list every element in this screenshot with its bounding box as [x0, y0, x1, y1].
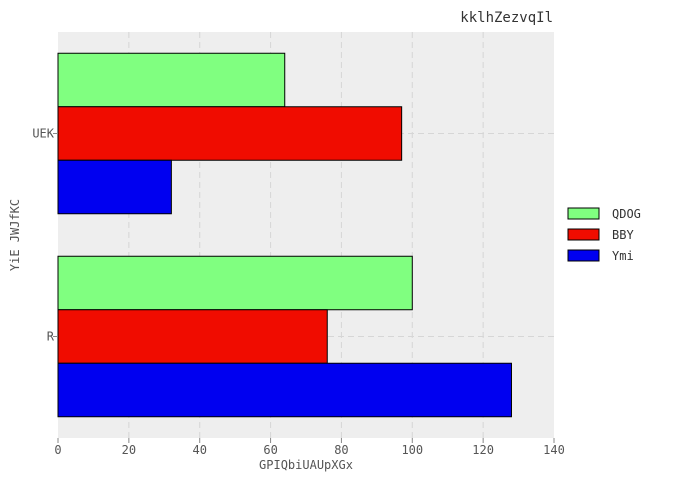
bar [57, 52, 286, 108]
y-axis-label: YiE JWJfKC [8, 199, 22, 271]
y-tick-label: UEK [32, 127, 54, 141]
x-tick-label: 80 [334, 443, 348, 457]
bar [57, 362, 512, 418]
x-tick-label: 0 [54, 443, 61, 457]
chart-title: kklhZezvqIl [460, 10, 553, 26]
bar [57, 159, 172, 215]
legend-swatch [567, 249, 600, 262]
x-tick-label: 120 [472, 443, 494, 457]
x-axis-ticks: 0 20 40 60 80 100 120 140 [54, 438, 565, 457]
legend-swatch [567, 228, 600, 241]
legend: QDOG BBY Ymi [567, 207, 641, 263]
legend-label: BBY [612, 228, 634, 242]
y-axis-ticks: UEK R [32, 127, 58, 344]
legend-swatch [567, 207, 600, 220]
x-tick-label: 20 [122, 443, 136, 457]
y-tick-label: R [47, 330, 55, 344]
x-tick-label: 140 [543, 443, 565, 457]
bar [57, 106, 403, 161]
bars [57, 52, 512, 418]
bar [57, 255, 413, 311]
x-tick-label: 40 [192, 443, 206, 457]
legend-label: Ymi [612, 249, 634, 263]
x-tick-label: 100 [401, 443, 423, 457]
legend-label: QDOG [612, 207, 641, 221]
x-axis-label: GPIQbiUAUpXGx [259, 458, 353, 472]
bar [57, 309, 328, 364]
x-tick-label: 60 [263, 443, 277, 457]
